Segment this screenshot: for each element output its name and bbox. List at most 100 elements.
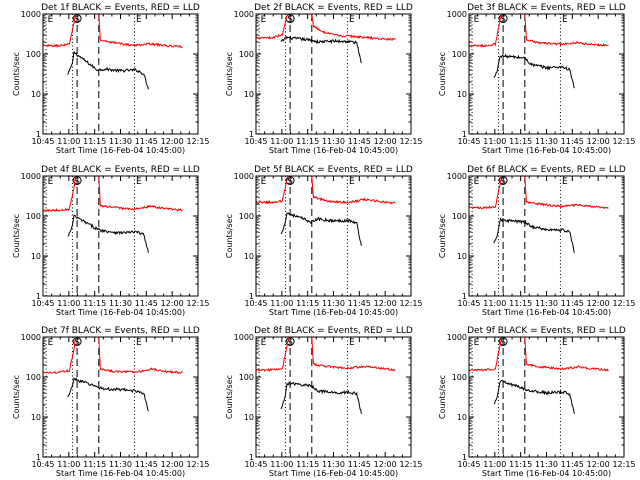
x-tick-label: 12:15 xyxy=(186,299,209,308)
chart-title: Det 4f BLACK = Events, RED = LLD xyxy=(41,165,200,175)
series-line-events xyxy=(280,212,362,246)
y-tick-label: 100 xyxy=(239,50,254,59)
y-axis-label: Counts/sec xyxy=(225,214,234,258)
x-axis-label: Start Time (16-Feb-04 10:45:00) xyxy=(482,308,611,317)
y-tick-label: 1000 xyxy=(234,172,254,181)
x-tick-label: 11:45 xyxy=(561,460,584,469)
x-tick-label: 11:00 xyxy=(483,299,506,308)
x-tick-label: 11:30 xyxy=(109,460,132,469)
x-tick-label: 11:30 xyxy=(535,137,558,146)
x-tick-label: 10:45 xyxy=(31,137,54,146)
x-tick-label: 11:15 xyxy=(509,460,532,469)
x-tick-label: 11:00 xyxy=(270,299,293,308)
y-tick-label: 1 xyxy=(462,130,467,139)
x-tick-label: 11:30 xyxy=(322,137,345,146)
series-line-events xyxy=(67,214,149,253)
x-axis-label: Start Time (16-Feb-04 10:45:00) xyxy=(269,146,398,155)
y-tick-label: 10 xyxy=(31,90,41,99)
x-axis-label: Start Time (16-Feb-04 10:45:00) xyxy=(482,146,611,155)
marker-label-E: E xyxy=(562,338,568,348)
x-tick-label: 11:45 xyxy=(135,137,158,146)
marker-label-E: E xyxy=(349,177,355,187)
marker-label-S: S xyxy=(500,177,506,187)
y-tick-label: 100 xyxy=(239,373,254,382)
x-tick-label: 11:30 xyxy=(109,137,132,146)
x-axis-label: Start Time (16-Feb-04 10:45:00) xyxy=(56,146,185,155)
x-tick-label: 12:00 xyxy=(161,299,184,308)
x-tick-label: 10:45 xyxy=(244,137,267,146)
x-tick-label: 11:30 xyxy=(535,460,558,469)
x-tick-label: 11:00 xyxy=(270,137,293,146)
x-tick-label: 10:45 xyxy=(244,460,267,469)
marker-label-S: S xyxy=(287,338,293,348)
marker-label-E: E xyxy=(474,338,480,348)
y-tick-label: 1000 xyxy=(447,333,467,342)
y-tick-label: 100 xyxy=(452,50,467,59)
y-axis-label: Counts/sec xyxy=(438,52,447,96)
series-line-lld xyxy=(256,337,396,372)
x-tick-label: 11:45 xyxy=(348,460,371,469)
chart-panel-1: Det 1f BLACK = Events, RED = LLD E S E 10:45… xyxy=(12,3,210,155)
plot-frame xyxy=(42,13,199,135)
marker-label-E: E xyxy=(136,338,142,348)
x-tick-label: 11:45 xyxy=(561,299,584,308)
y-tick-label: 1000 xyxy=(21,10,41,19)
chart-title: Det 8f BLACK = Events, RED = LLD xyxy=(254,326,413,336)
x-tick-label: 12:00 xyxy=(374,460,397,469)
y-tick-label: 10 xyxy=(244,90,254,99)
x-tick-label: 11:15 xyxy=(83,137,106,146)
x-tick-label: 12:00 xyxy=(587,460,610,469)
marker-label-E: E xyxy=(136,177,142,187)
marker-label-E: E xyxy=(474,177,480,187)
y-axis-label: Counts/sec xyxy=(12,214,21,258)
series-line-lld xyxy=(43,14,183,49)
x-tick-label: 11:15 xyxy=(509,137,532,146)
x-tick-label: 12:00 xyxy=(374,299,397,308)
series-line-lld xyxy=(469,14,609,48)
y-tick-label: 1 xyxy=(36,453,41,462)
x-tick-label: 11:15 xyxy=(296,460,319,469)
marker-label-S: S xyxy=(287,177,293,187)
x-tick-label: 10:45 xyxy=(457,137,480,146)
x-tick-label: 11:30 xyxy=(109,299,132,308)
plot-frame xyxy=(255,336,412,458)
x-axis-label: Start Time (16-Feb-04 10:45:00) xyxy=(482,469,611,478)
x-tick-label: 12:00 xyxy=(587,137,610,146)
y-tick-label: 1000 xyxy=(447,172,467,181)
x-tick-label: 12:15 xyxy=(612,299,635,308)
series-line-events xyxy=(493,53,575,89)
y-tick-label: 1000 xyxy=(234,333,254,342)
y-tick-label: 1 xyxy=(462,453,467,462)
chart-panel-3: Det 3f BLACK = Events, RED = LLD E S E 10:45… xyxy=(438,3,636,155)
x-tick-label: 11:00 xyxy=(270,460,293,469)
marker-label-S: S xyxy=(500,338,506,348)
plot-frame xyxy=(42,175,199,297)
x-tick-label: 12:15 xyxy=(612,460,635,469)
series-line-events xyxy=(280,381,362,414)
marker-label-E: E xyxy=(261,15,267,25)
y-tick-label: 10 xyxy=(457,252,467,261)
marker-label-E: E xyxy=(48,177,54,187)
y-tick-label: 1000 xyxy=(447,10,467,19)
x-tick-label: 11:15 xyxy=(509,299,532,308)
y-tick-label: 100 xyxy=(452,212,467,221)
series-line-events xyxy=(67,51,149,90)
series-line-lld xyxy=(43,337,183,375)
x-tick-label: 11:15 xyxy=(296,299,319,308)
chart-panel-8: Det 8f BLACK = Events, RED = LLD E S E 10:45… xyxy=(225,326,423,478)
marker-label-E: E xyxy=(48,338,54,348)
x-tick-label: 12:15 xyxy=(612,137,635,146)
chart-panel-4: Det 4f BLACK = Events, RED = LLD E S E 10:45… xyxy=(12,165,210,317)
marker-label-E: E xyxy=(349,15,355,25)
y-tick-label: 1 xyxy=(249,292,254,301)
y-tick-label: 100 xyxy=(26,212,41,221)
marker-label-E: E xyxy=(474,15,480,25)
y-tick-label: 100 xyxy=(26,373,41,382)
x-tick-label: 11:45 xyxy=(135,299,158,308)
chart-title: Det 7f BLACK = Events, RED = LLD xyxy=(41,326,200,336)
y-tick-label: 1000 xyxy=(21,172,41,181)
y-tick-label: 10 xyxy=(31,413,41,422)
marker-label-S: S xyxy=(74,338,80,348)
marker-label-E: E xyxy=(562,15,568,25)
y-tick-label: 1000 xyxy=(21,333,41,342)
